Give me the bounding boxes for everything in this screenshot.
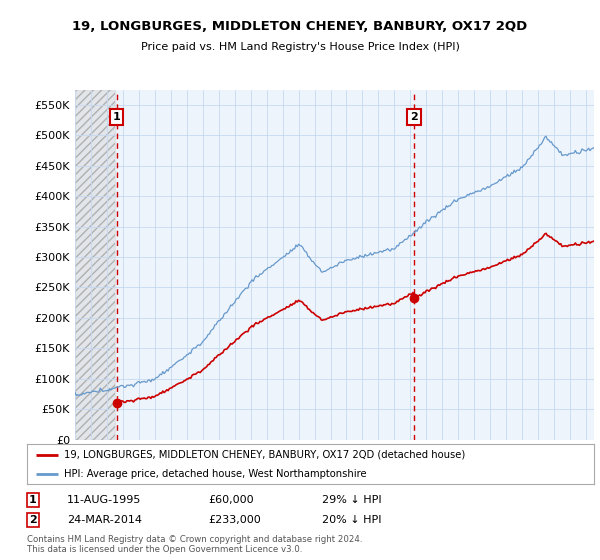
Text: 29% ↓ HPI: 29% ↓ HPI	[322, 495, 382, 505]
Text: £60,000: £60,000	[208, 495, 254, 505]
Text: 1: 1	[29, 495, 37, 505]
Text: 2: 2	[410, 112, 418, 122]
Text: 11-AUG-1995: 11-AUG-1995	[67, 495, 141, 505]
Text: £233,000: £233,000	[208, 515, 261, 525]
Text: Price paid vs. HM Land Registry's House Price Index (HPI): Price paid vs. HM Land Registry's House …	[140, 42, 460, 52]
Text: 19, LONGBURGES, MIDDLETON CHENEY, BANBURY, OX17 2QD: 19, LONGBURGES, MIDDLETON CHENEY, BANBUR…	[73, 20, 527, 32]
Bar	[75, 90, 115, 440]
Text: HPI: Average price, detached house, West Northamptonshire: HPI: Average price, detached house, West…	[64, 469, 367, 479]
Text: 2: 2	[29, 515, 37, 525]
Bar	[75, 90, 115, 440]
Text: 24-MAR-2014: 24-MAR-2014	[67, 515, 142, 525]
Text: 19, LONGBURGES, MIDDLETON CHENEY, BANBURY, OX17 2QD (detached house): 19, LONGBURGES, MIDDLETON CHENEY, BANBUR…	[64, 450, 465, 460]
Text: 1: 1	[113, 112, 121, 122]
Text: Contains HM Land Registry data © Crown copyright and database right 2024.
This d: Contains HM Land Registry data © Crown c…	[27, 535, 362, 554]
Text: 20% ↓ HPI: 20% ↓ HPI	[322, 515, 382, 525]
